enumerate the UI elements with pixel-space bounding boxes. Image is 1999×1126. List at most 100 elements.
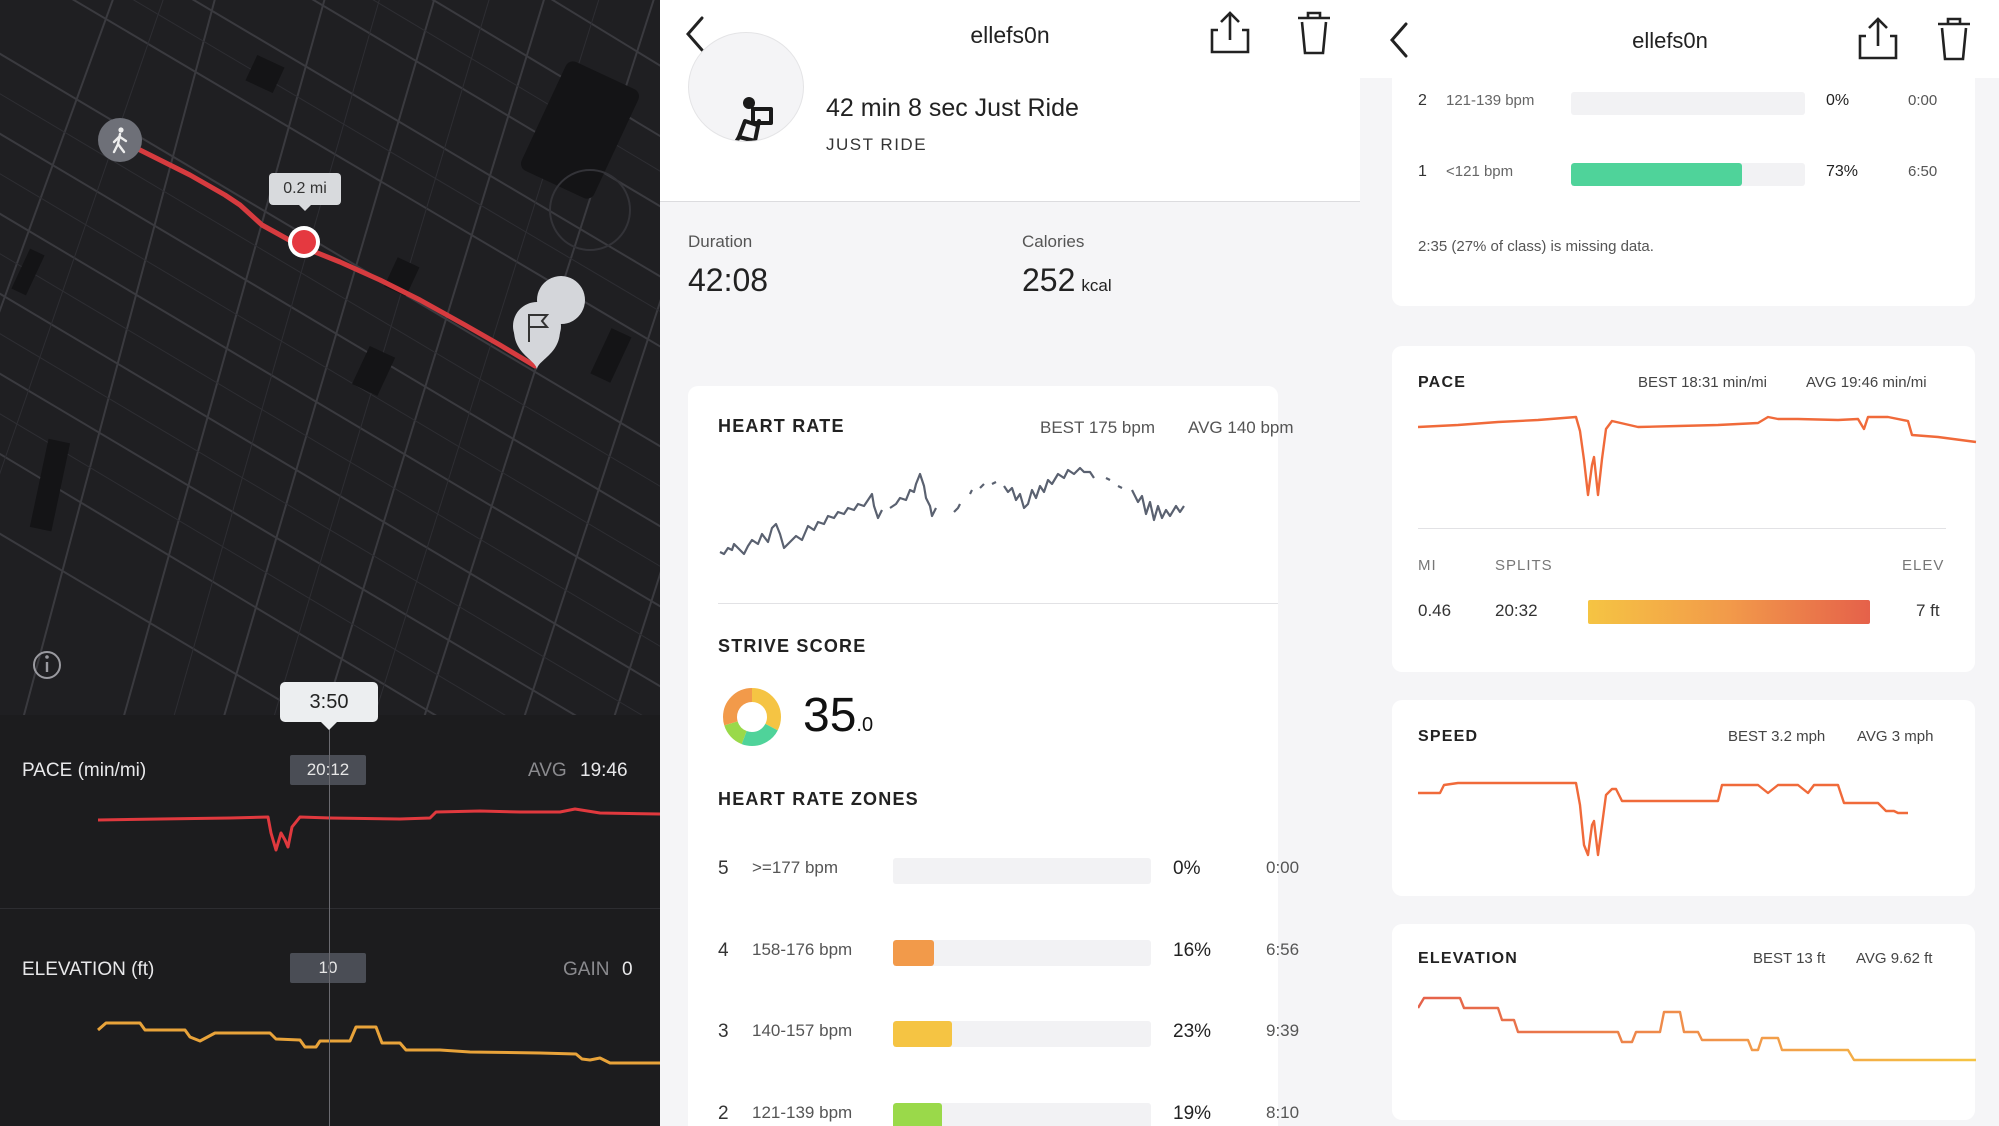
zone-row: 5 >=177 bpm 0% 0:00 — [660, 858, 1360, 898]
zone-range: 158-176 bpm — [752, 940, 853, 959]
workout-detail-panel: ellefs0n — [660, 0, 1360, 1126]
zone-number: 5 — [718, 858, 729, 879]
elevation-avg: AVG 9.62 ft — [1856, 950, 1933, 967]
strive-score-donut-icon — [723, 688, 781, 746]
zone-row: 4 158-176 bpm 16% 6:56 — [660, 940, 1360, 980]
zone-range: <121 bpm — [1446, 163, 1514, 180]
calories-unit: kcal — [1081, 276, 1112, 295]
duration-label: Duration — [688, 232, 753, 251]
zone-bar — [1571, 92, 1805, 115]
pace-title: PACE — [1418, 374, 1467, 391]
zone-percent: 73% — [1826, 163, 1859, 180]
zone-bar-fill — [893, 1103, 943, 1126]
pace-avg: AVG 19:46 min/mi — [1806, 374, 1927, 391]
speed-title: SPEED — [1418, 728, 1479, 745]
zone-row: 2 121-139 bpm 0% 0:00 — [1360, 92, 1999, 122]
zone-bar — [1571, 163, 1805, 186]
zone-range: 121-139 bpm — [1446, 92, 1535, 109]
zone-time: 6:56 — [1266, 940, 1300, 959]
elevation-title: ELEVATION — [1418, 950, 1518, 967]
splits-mi-header: MI — [1418, 557, 1437, 574]
split-mi: 0.46 — [1418, 601, 1452, 620]
pace-avg-value: 19:46 — [580, 760, 628, 781]
route-map[interactable] — [0, 0, 660, 715]
zone-time: 8:10 — [1266, 1103, 1300, 1122]
section-divider — [718, 603, 1278, 604]
pace-avg-label: AVG — [528, 760, 567, 781]
elevation-current-value: 10 — [290, 953, 366, 983]
zone-row: 3 140-157 bpm 23% 9:39 — [660, 1021, 1360, 1061]
pace-current-value: 20:12 — [290, 755, 366, 785]
zone-time: 9:39 — [1266, 1021, 1300, 1040]
page-title: ellefs0n — [970, 22, 1050, 48]
share-icon[interactable] — [1856, 16, 1900, 62]
speed-card — [1392, 700, 1975, 896]
zone-time: 6:50 — [1908, 163, 1938, 180]
page-title: ellefs0n — [1632, 28, 1708, 53]
zone-bar-fill — [1571, 163, 1742, 186]
zone-percent: 0% — [1173, 858, 1201, 879]
section-divider — [0, 908, 660, 909]
elevation-chart — [97, 1021, 660, 1065]
heart-rate-zones-title: HEART RATE ZONES — [718, 789, 919, 809]
trash-icon[interactable] — [1296, 10, 1332, 56]
class-summary-card[interactable]: 42 min 8 sec Just Ride JUST RIDE — [660, 32, 1360, 202]
duration-value: 42:08 — [688, 262, 769, 298]
zone-percent: 19% — [1173, 1103, 1212, 1124]
speed-chart — [1418, 781, 1908, 857]
zone-range: 140-157 bpm — [752, 1021, 853, 1040]
zone-bar — [893, 940, 1151, 966]
zone-percent: 23% — [1173, 1021, 1212, 1042]
splits-elev-header: ELEV — [1902, 557, 1945, 574]
strive-score-title: STRIVE SCORE — [718, 636, 867, 656]
trash-icon[interactable] — [1936, 16, 1972, 62]
section-divider — [1418, 528, 1946, 529]
splits-header: SPLITS — [1495, 557, 1553, 574]
info-icon — [33, 651, 61, 679]
heart-rate-title: HEART RATE — [718, 416, 845, 436]
workout-subtitle: JUST RIDE — [826, 135, 928, 154]
zone-time: 0:00 — [1908, 92, 1938, 109]
zone-bar — [893, 1021, 1151, 1047]
zone-row: 1 <121 bpm 73% 6:50 — [1360, 163, 1999, 193]
calories-label: Calories — [1022, 232, 1085, 251]
share-icon[interactable] — [1208, 10, 1252, 56]
workout-charts-panel: ellefs0n 2 121-139 bpm 0% 0:00 1 <121 bpm 73% 6… — [1360, 0, 1999, 1126]
zone-number: 1 — [1418, 163, 1427, 180]
back-chevron-icon[interactable] — [684, 14, 708, 54]
scrubber-line[interactable] — [329, 715, 330, 1126]
map-panel: 0.2 mi PACE (min/mi) 20:12 AVG 19:46 ELE… — [0, 0, 660, 1126]
zone-number: 3 — [718, 1021, 729, 1042]
bike-ride-icon — [688, 32, 804, 142]
zone-number: 2 — [718, 1103, 729, 1124]
pace-chart — [1418, 415, 1977, 497]
speed-avg: AVG 3 mph — [1857, 728, 1934, 745]
zone-percent: 16% — [1173, 940, 1212, 961]
back-chevron-icon[interactable] — [1388, 20, 1412, 60]
zone-range: >=177 bpm — [752, 858, 839, 877]
elevation-gain-label: GAIN — [563, 959, 610, 980]
elevation-card — [1392, 924, 1975, 1120]
elevation-best: BEST 13 ft — [1753, 950, 1826, 967]
speed-best: BEST 3.2 mph — [1728, 728, 1826, 745]
zone-percent: 0% — [1826, 92, 1850, 109]
zone-range: 121-139 bpm — [752, 1103, 853, 1122]
workout-title: 42 min 8 sec Just Ride — [826, 94, 1079, 122]
metrics-card — [688, 386, 1278, 1126]
zone-number: 4 — [718, 940, 729, 961]
elevation-gain-value: 0 — [622, 959, 633, 980]
split-time: 20:32 — [1495, 601, 1538, 620]
heart-rate-best: BEST 175 bpm — [1040, 418, 1155, 437]
elevation-chart — [1418, 996, 1976, 1062]
split-bar — [1588, 600, 1870, 624]
split-elev: 7 ft — [1916, 601, 1940, 620]
missing-data-note: 2:35 (27% of class) is missing data. — [1418, 238, 1654, 255]
scrubber-panel[interactable]: PACE (min/mi) 20:12 AVG 19:46 ELEVATION … — [0, 715, 660, 1126]
pace-chart — [97, 807, 660, 852]
strive-score-value: 35.0 — [803, 689, 874, 742]
scrubber-time-tooltip: 3:50 — [280, 682, 378, 730]
calories-value: 252 kcal — [1022, 262, 1112, 298]
zone-time: 0:00 — [1266, 858, 1300, 877]
zone-bar-fill — [893, 1021, 953, 1047]
